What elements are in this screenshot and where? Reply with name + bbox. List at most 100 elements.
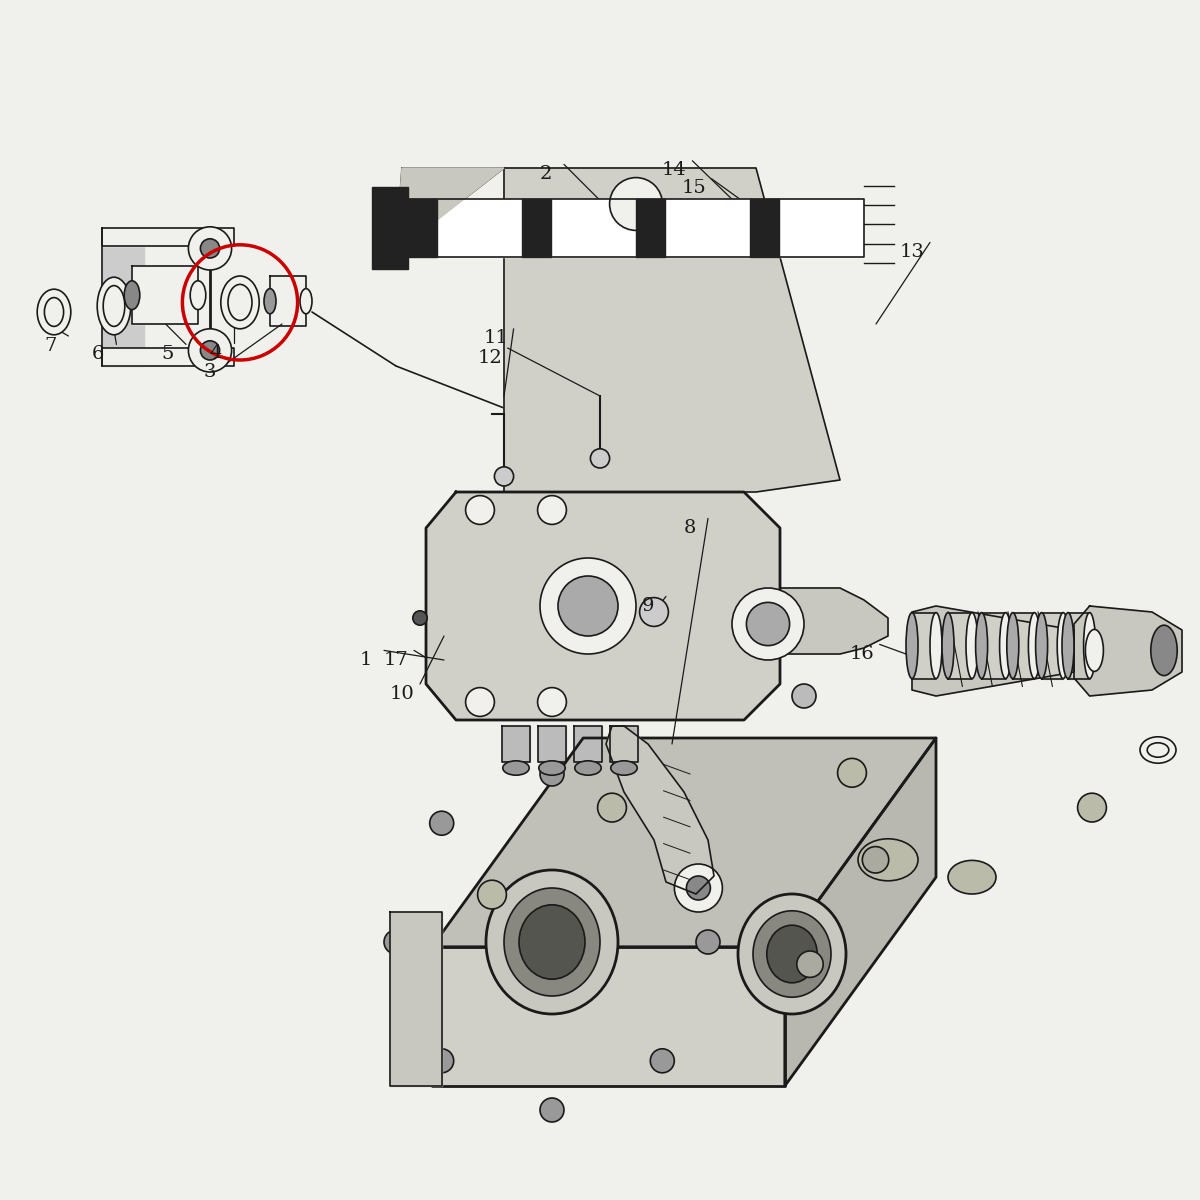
Circle shape <box>540 1098 564 1122</box>
Text: 15: 15 <box>682 179 706 197</box>
Polygon shape <box>948 612 972 679</box>
Ellipse shape <box>539 761 565 775</box>
Polygon shape <box>1013 612 1034 679</box>
Polygon shape <box>426 492 780 720</box>
Polygon shape <box>396 168 504 252</box>
Ellipse shape <box>103 286 125 326</box>
Ellipse shape <box>1062 612 1074 679</box>
Circle shape <box>610 178 662 230</box>
Circle shape <box>466 496 494 524</box>
Ellipse shape <box>575 761 601 775</box>
Circle shape <box>413 611 427 625</box>
Ellipse shape <box>97 277 131 335</box>
Text: 7: 7 <box>44 336 56 355</box>
Ellipse shape <box>264 288 276 314</box>
Text: 4: 4 <box>210 343 222 362</box>
Text: 16: 16 <box>850 646 874 662</box>
Polygon shape <box>372 187 408 269</box>
Ellipse shape <box>486 870 618 1014</box>
Polygon shape <box>102 348 234 366</box>
Text: 9: 9 <box>642 596 654 614</box>
Polygon shape <box>574 726 602 762</box>
Ellipse shape <box>930 612 942 679</box>
Polygon shape <box>606 726 714 894</box>
Circle shape <box>686 876 710 900</box>
Polygon shape <box>522 199 551 257</box>
Ellipse shape <box>754 911 830 997</box>
Ellipse shape <box>966 612 978 679</box>
Ellipse shape <box>976 612 988 679</box>
Circle shape <box>1078 793 1106 822</box>
Text: 14: 14 <box>662 162 686 179</box>
Polygon shape <box>408 199 437 257</box>
Circle shape <box>200 341 220 360</box>
Circle shape <box>590 449 610 468</box>
Circle shape <box>466 688 494 716</box>
Polygon shape <box>538 726 566 762</box>
Ellipse shape <box>228 284 252 320</box>
Circle shape <box>540 762 564 786</box>
Polygon shape <box>432 738 936 947</box>
Ellipse shape <box>1028 612 1040 679</box>
Text: 5: 5 <box>162 346 174 362</box>
Ellipse shape <box>1036 612 1048 679</box>
Circle shape <box>732 588 804 660</box>
Text: 17: 17 <box>384 650 408 670</box>
Circle shape <box>538 496 566 524</box>
Circle shape <box>674 864 722 912</box>
Circle shape <box>792 684 816 708</box>
Text: 2: 2 <box>540 164 552 182</box>
Polygon shape <box>1074 606 1182 696</box>
Circle shape <box>478 881 506 910</box>
Circle shape <box>863 847 889 874</box>
Ellipse shape <box>1147 743 1169 757</box>
Ellipse shape <box>738 894 846 1014</box>
Ellipse shape <box>1057 612 1069 679</box>
Circle shape <box>650 811 674 835</box>
Circle shape <box>538 688 566 716</box>
Ellipse shape <box>221 276 259 329</box>
Ellipse shape <box>503 761 529 775</box>
Circle shape <box>640 598 668 626</box>
Circle shape <box>494 467 514 486</box>
Ellipse shape <box>948 860 996 894</box>
Circle shape <box>838 758 866 787</box>
Polygon shape <box>982 612 1006 679</box>
Circle shape <box>696 930 720 954</box>
Ellipse shape <box>190 281 206 310</box>
Polygon shape <box>912 612 936 679</box>
Ellipse shape <box>1151 625 1177 676</box>
Ellipse shape <box>44 298 64 326</box>
Text: 12: 12 <box>478 348 502 367</box>
Circle shape <box>598 793 626 822</box>
Polygon shape <box>1068 612 1090 679</box>
Polygon shape <box>432 947 785 1086</box>
Ellipse shape <box>504 888 600 996</box>
Polygon shape <box>102 228 234 246</box>
Ellipse shape <box>942 612 954 679</box>
Text: 1: 1 <box>360 650 372 670</box>
Circle shape <box>797 950 823 977</box>
Ellipse shape <box>906 612 918 679</box>
Polygon shape <box>504 168 840 492</box>
Circle shape <box>746 602 790 646</box>
Polygon shape <box>270 276 306 326</box>
Circle shape <box>188 227 232 270</box>
Polygon shape <box>636 199 665 257</box>
Ellipse shape <box>300 288 312 314</box>
Circle shape <box>200 239 220 258</box>
Polygon shape <box>132 266 198 324</box>
Polygon shape <box>912 606 1074 696</box>
Polygon shape <box>610 726 638 762</box>
Ellipse shape <box>1140 737 1176 763</box>
Text: 6: 6 <box>92 346 104 362</box>
Polygon shape <box>390 912 442 1086</box>
Polygon shape <box>785 738 936 1086</box>
Circle shape <box>430 1049 454 1073</box>
Ellipse shape <box>767 925 817 983</box>
Ellipse shape <box>125 281 140 310</box>
Polygon shape <box>408 199 864 257</box>
Ellipse shape <box>1000 612 1012 679</box>
Text: 8: 8 <box>684 518 696 536</box>
Polygon shape <box>1042 612 1063 679</box>
